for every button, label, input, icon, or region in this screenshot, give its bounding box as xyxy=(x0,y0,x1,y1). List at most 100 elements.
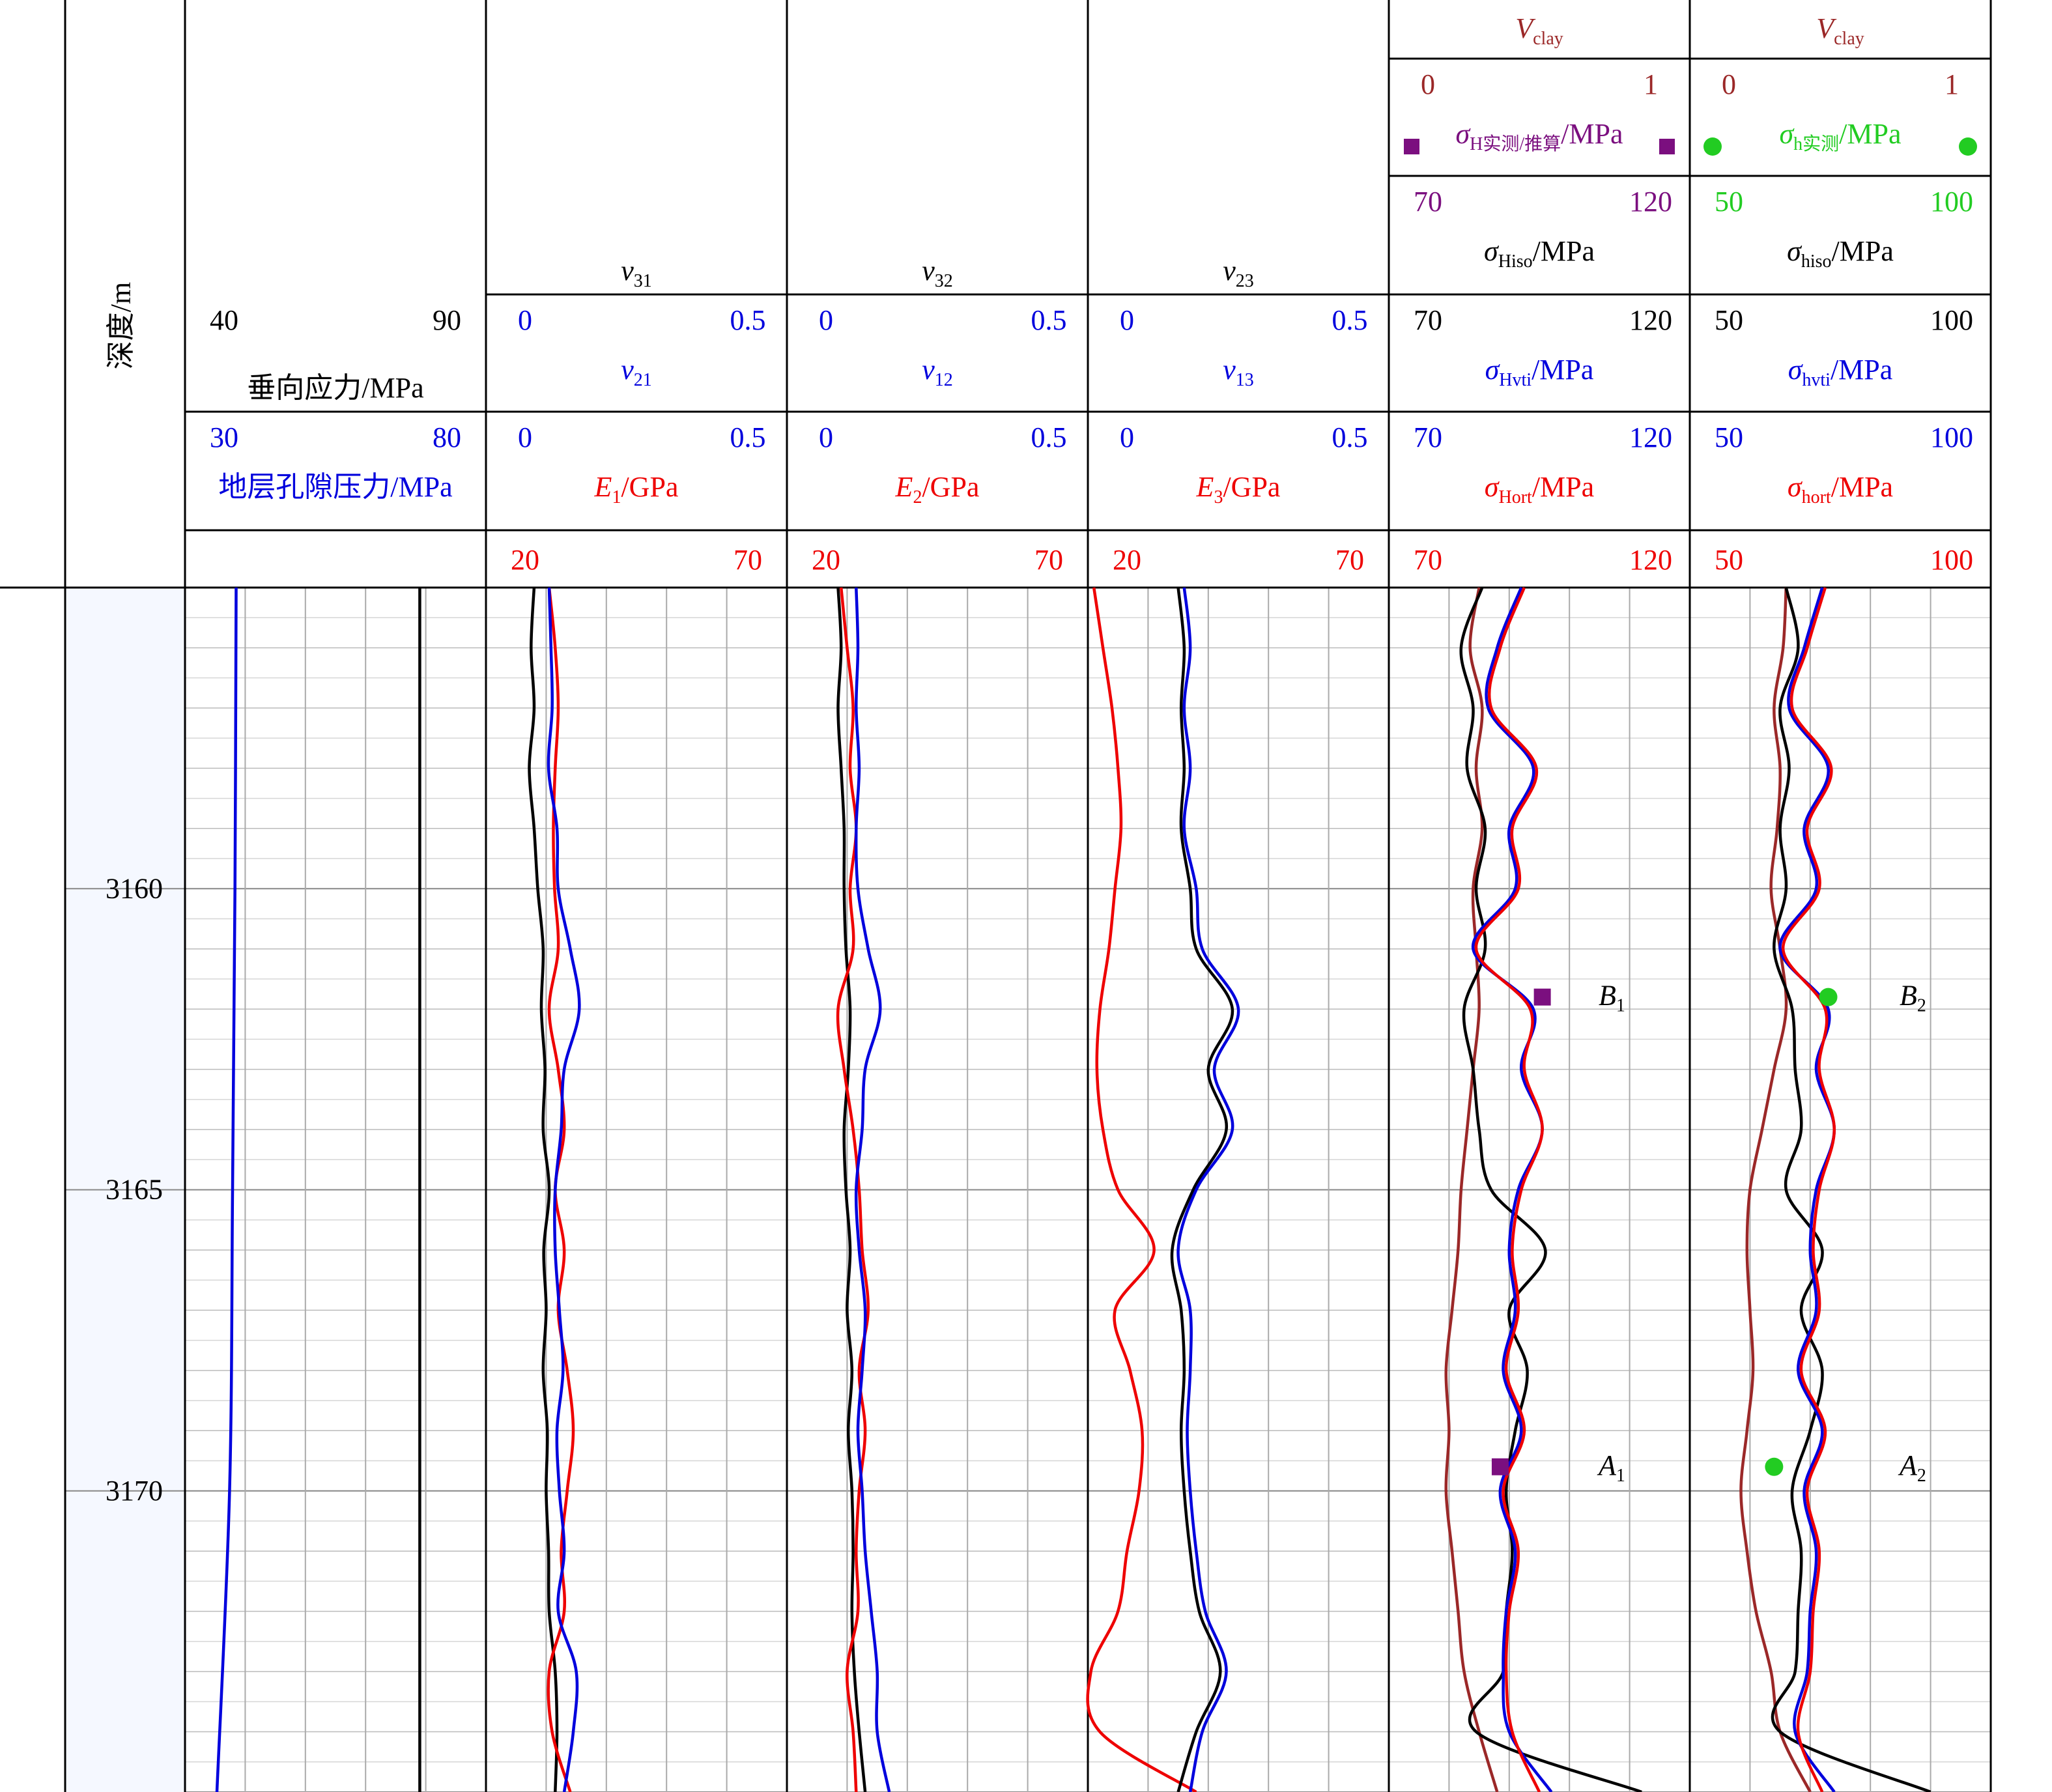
curve-blue xyxy=(1472,587,1553,1792)
scale-min-label: 70 xyxy=(1414,544,1442,576)
label-main: V xyxy=(1816,12,1837,44)
label-subscript: hiso xyxy=(1801,251,1832,272)
point-label-main: B xyxy=(1900,980,1917,1012)
track-header-label: E1/GPa xyxy=(594,471,679,507)
label-subscript: 21 xyxy=(634,370,652,390)
scale-min-label: 0 xyxy=(1120,421,1134,453)
point-label: A1 xyxy=(1597,1449,1625,1486)
label-subscript: 13 xyxy=(1236,370,1254,390)
label-subscript: clay xyxy=(1533,29,1563,49)
label-main: v xyxy=(922,255,935,287)
scale-min-label: 0 xyxy=(1722,68,1736,100)
point-label-main: B xyxy=(1599,980,1616,1012)
scale-max-label: 0.5 xyxy=(1332,421,1368,453)
scale-min-label: 70 xyxy=(1414,186,1442,218)
curve-red xyxy=(1086,587,1197,1792)
legend-square-icon xyxy=(1659,139,1675,154)
track-header-label: v21 xyxy=(621,354,652,390)
scale-max-label: 1 xyxy=(1945,68,1959,100)
curve-blue xyxy=(1176,587,1240,1792)
curve-blue xyxy=(215,587,238,1792)
scale-max-label: 80 xyxy=(433,421,461,453)
label-main: σ xyxy=(1788,471,1803,503)
curve-black xyxy=(836,587,867,1792)
label-main: σ xyxy=(1455,118,1471,150)
label-main: σ xyxy=(1788,354,1804,386)
track-header-label: σHiso/MPa xyxy=(1484,235,1595,272)
point-label-sub: 1 xyxy=(1616,996,1625,1016)
track-curves-t3 xyxy=(1086,587,1240,1792)
scale-min-label: 0 xyxy=(1120,304,1134,336)
label-main: σ xyxy=(1787,235,1803,267)
grid xyxy=(65,587,1991,1792)
curve-black xyxy=(528,587,559,1792)
label-tail: /MPa xyxy=(1831,354,1892,386)
point-label: B1 xyxy=(1599,980,1625,1016)
depth-tick-label: 3160 xyxy=(106,872,163,904)
label-subscript: 3 xyxy=(1214,487,1223,507)
label-main: E xyxy=(1196,471,1214,503)
point-label-sub: 2 xyxy=(1917,996,1926,1016)
scale-max-label: 90 xyxy=(433,304,461,336)
scale-min-label: 50 xyxy=(1715,421,1743,453)
curve-blue xyxy=(547,587,581,1792)
label-tail: /MPa xyxy=(1532,471,1594,503)
track-header-label: v31 xyxy=(621,255,652,291)
track-header-label: v12 xyxy=(922,354,953,390)
label-tail: /GPa xyxy=(1223,471,1280,503)
label-tail: /GPa xyxy=(922,471,979,503)
scale-max-label: 100 xyxy=(1930,304,1973,336)
point-label-sub: 2 xyxy=(1917,1466,1926,1486)
scale-max-label: 100 xyxy=(1930,421,1973,453)
track-header-label: v13 xyxy=(1223,354,1254,390)
label-tail: /MPa xyxy=(1831,471,1893,503)
label-main: σ xyxy=(1484,235,1500,267)
scale-max-label: 120 xyxy=(1629,186,1672,218)
track-header-label: σHort/MPa xyxy=(1485,471,1594,507)
scale-min-label: 20 xyxy=(1113,544,1141,576)
track-header-label: v32 xyxy=(922,255,953,291)
label-tail: /MPa xyxy=(1839,118,1901,150)
scale-max-label: 70 xyxy=(1335,544,1364,576)
legend-square-icon xyxy=(1404,139,1419,154)
label-main: V xyxy=(1515,12,1536,44)
curve-brown xyxy=(1739,587,1812,1792)
legend-circle-icon xyxy=(1703,137,1722,156)
track-header-label: E3/GPa xyxy=(1196,471,1281,507)
scale-min-label: 30 xyxy=(210,421,238,453)
track-header-label: E2/GPa xyxy=(895,471,980,507)
scale-min-label: 0 xyxy=(1421,68,1435,100)
track-header-label: σhvti/MPa xyxy=(1788,354,1893,390)
scale-max-label: 0.5 xyxy=(730,304,766,336)
label-subscript: hvti xyxy=(1802,370,1831,390)
track-header-label: Vclay xyxy=(1515,12,1563,49)
label-main: σ xyxy=(1485,471,1500,503)
label-main: v xyxy=(922,354,935,386)
track-header-label: 垂向应力/MPa xyxy=(247,372,423,404)
label-tail: /MPa xyxy=(1832,235,1894,267)
scale-min-label: 40 xyxy=(210,304,238,336)
track-curves-t2 xyxy=(836,587,891,1792)
track-header-label: Vclay xyxy=(1816,12,1864,49)
scale-min-label: 50 xyxy=(1715,186,1743,218)
label-subscript: clay xyxy=(1834,29,1864,49)
label-main: σ xyxy=(1485,354,1501,386)
scale-min-label: 50 xyxy=(1715,304,1743,336)
label-subscript: h实测 xyxy=(1793,134,1839,154)
scale-min-label: 70 xyxy=(1414,304,1442,336)
point-label-sub: 1 xyxy=(1616,1466,1625,1486)
label-tail: /MPa xyxy=(1532,354,1593,386)
curve-black xyxy=(1170,587,1234,1792)
label-main: σ xyxy=(1779,118,1795,150)
scale-min-label: 0 xyxy=(518,421,532,453)
label-subscript: 31 xyxy=(634,271,652,291)
track-header-label: 地层孔隙压力/MPa xyxy=(218,471,452,503)
curve-red xyxy=(1474,587,1544,1792)
label-subscript: 23 xyxy=(1236,271,1254,291)
